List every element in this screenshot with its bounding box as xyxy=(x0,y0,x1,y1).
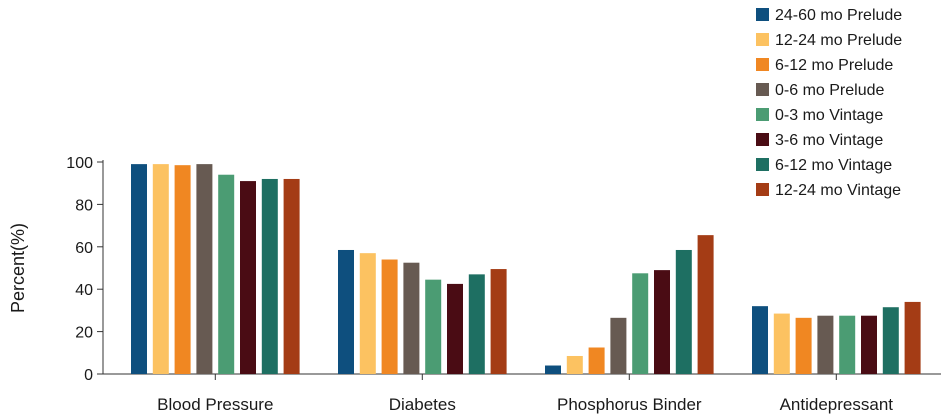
bar xyxy=(403,262,420,374)
legend-label: 0-6 mo Prelude xyxy=(775,82,884,99)
bar xyxy=(152,164,169,374)
legend-label: 3-6 mo Vintage xyxy=(775,132,883,149)
bar xyxy=(425,279,442,374)
bar xyxy=(773,313,790,374)
x-axis-labels: Blood Pressure Diabetes Phosphorus Binder A… xyxy=(157,374,893,414)
bar xyxy=(381,259,398,374)
bar xyxy=(468,274,485,374)
bar xyxy=(675,249,692,374)
y-tick-label: 60 xyxy=(75,240,93,257)
bar xyxy=(904,301,921,374)
bar xyxy=(218,174,235,374)
bar xyxy=(490,269,507,374)
y-axis-ticks: 0 20 40 60 80 100 xyxy=(66,155,103,384)
bar xyxy=(752,306,768,374)
bar xyxy=(131,164,147,374)
legend-swatch xyxy=(756,58,769,71)
legend-swatch xyxy=(756,158,769,171)
x-tick-label: Diabetes xyxy=(389,395,456,414)
y-tick-label: 20 xyxy=(75,325,93,342)
bar xyxy=(861,315,877,374)
y-tick-label: 0 xyxy=(84,367,93,384)
bar xyxy=(795,317,812,374)
bar xyxy=(697,235,714,374)
bar xyxy=(174,165,191,374)
legend-label: 12-24 mo Vintage xyxy=(775,182,901,199)
bar xyxy=(839,315,856,374)
x-tick-label: Phosphorus Binder xyxy=(557,395,702,414)
bar xyxy=(545,365,561,374)
x-tick-label: Blood Pressure xyxy=(157,395,273,414)
bar xyxy=(588,347,605,374)
y-tick-label: 80 xyxy=(75,197,93,214)
y-axis-title: Percent(%) xyxy=(8,223,28,313)
bar xyxy=(338,249,354,374)
bar xyxy=(359,253,376,374)
bar xyxy=(654,270,670,374)
bar xyxy=(447,283,463,374)
bar xyxy=(283,178,300,374)
legend-label: 12-24 mo Prelude xyxy=(775,32,902,49)
bar xyxy=(610,317,627,374)
bar xyxy=(566,355,583,374)
bar xyxy=(632,273,649,374)
legend-swatch xyxy=(756,133,769,146)
legend-label: 0-3 mo Vintage xyxy=(775,107,883,124)
legend-swatch xyxy=(756,108,769,121)
y-tick-label: 40 xyxy=(75,282,93,299)
bar xyxy=(261,178,278,374)
legend-swatch xyxy=(756,8,769,21)
legend-swatch xyxy=(756,183,769,196)
legend-swatch xyxy=(756,33,769,46)
y-tick-label: 100 xyxy=(66,155,93,172)
bars xyxy=(131,164,921,374)
bar xyxy=(817,315,834,374)
bar xyxy=(240,181,256,374)
bar xyxy=(882,307,899,374)
legend-label: 24-60 mo Prelude xyxy=(775,7,902,24)
legend-swatch xyxy=(756,83,769,96)
legend-label: 6-12 mo Vintage xyxy=(775,157,892,174)
legend: 24-60 mo Prelude 12-24 mo Prelude 6-12 mo … xyxy=(756,7,902,199)
bar xyxy=(196,164,213,374)
x-tick-label: Antidepressant xyxy=(780,395,894,414)
legend-label: 6-12 mo Prelude xyxy=(775,57,893,74)
